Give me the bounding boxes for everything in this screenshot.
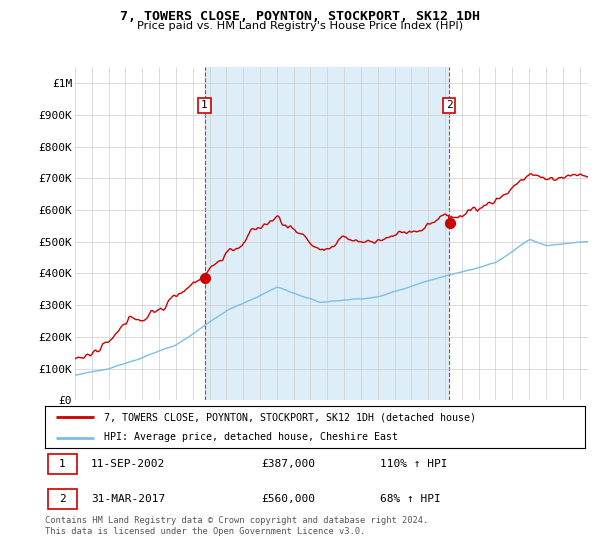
Text: 11-SEP-2002: 11-SEP-2002	[91, 459, 165, 469]
Text: 7, TOWERS CLOSE, POYNTON, STOCKPORT, SK12 1DH: 7, TOWERS CLOSE, POYNTON, STOCKPORT, SK1…	[120, 10, 480, 23]
Bar	[205, 67, 449, 400]
Text: HPI: Average price, detached house, Cheshire East: HPI: Average price, detached house, Ches…	[104, 432, 398, 442]
Text: £560,000: £560,000	[261, 494, 315, 504]
Text: 1: 1	[59, 459, 66, 469]
Text: 68% ↑ HPI: 68% ↑ HPI	[380, 494, 440, 504]
Text: 1: 1	[201, 100, 208, 110]
Text: Contains HM Land Registry data © Crown copyright and database right 2024.
This d: Contains HM Land Registry data © Crown c…	[45, 516, 428, 536]
Text: 2: 2	[446, 100, 452, 110]
Text: £387,000: £387,000	[261, 459, 315, 469]
Text: 31-MAR-2017: 31-MAR-2017	[91, 494, 165, 504]
FancyBboxPatch shape	[48, 489, 77, 508]
FancyBboxPatch shape	[48, 455, 77, 474]
Text: Price paid vs. HM Land Registry's House Price Index (HPI): Price paid vs. HM Land Registry's House …	[137, 21, 463, 31]
Text: 110% ↑ HPI: 110% ↑ HPI	[380, 459, 448, 469]
Text: 2: 2	[59, 494, 66, 504]
Text: 7, TOWERS CLOSE, POYNTON, STOCKPORT, SK12 1DH (detached house): 7, TOWERS CLOSE, POYNTON, STOCKPORT, SK1…	[104, 412, 476, 422]
